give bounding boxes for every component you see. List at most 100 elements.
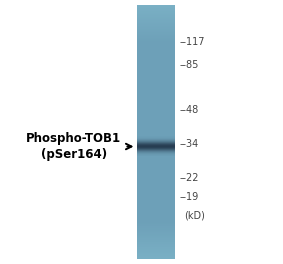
- Bar: [137, 81, 175, 82]
- Bar: [137, 106, 175, 107]
- Bar: [137, 208, 175, 209]
- Bar: [137, 58, 175, 59]
- Bar: [137, 233, 175, 234]
- Bar: [137, 41, 175, 43]
- Bar: [137, 204, 175, 205]
- Bar: [137, 79, 175, 81]
- Bar: [137, 173, 175, 174]
- Bar: [137, 64, 175, 65]
- Bar: [137, 151, 175, 152]
- Bar: [137, 59, 175, 60]
- Bar: [137, 150, 175, 151]
- Bar: [137, 251, 175, 252]
- Bar: [137, 248, 175, 249]
- Bar: [137, 204, 175, 205]
- Bar: [137, 172, 175, 173]
- Bar: [137, 196, 175, 197]
- Bar: [137, 139, 175, 140]
- Bar: [137, 25, 175, 26]
- Bar: [137, 51, 175, 52]
- Bar: [137, 137, 175, 138]
- Bar: [137, 254, 175, 255]
- Bar: [137, 73, 175, 74]
- Bar: [137, 169, 175, 170]
- Bar: [137, 72, 175, 73]
- Bar: [137, 18, 175, 19]
- Bar: [137, 114, 175, 115]
- Bar: [137, 68, 175, 69]
- Bar: [137, 157, 175, 158]
- Bar: [137, 71, 175, 72]
- Bar: [137, 141, 175, 142]
- Bar: [137, 154, 175, 155]
- Bar: [137, 78, 175, 80]
- Bar: [137, 202, 175, 203]
- Bar: [137, 184, 175, 185]
- Bar: [137, 247, 175, 248]
- Bar: [137, 111, 175, 112]
- Bar: [137, 123, 175, 124]
- Bar: [137, 96, 175, 97]
- Bar: [137, 200, 175, 201]
- Bar: [137, 152, 175, 153]
- Bar: [137, 106, 175, 107]
- Bar: [137, 257, 175, 258]
- Bar: [137, 150, 175, 152]
- Bar: [137, 237, 175, 238]
- Bar: [137, 70, 175, 71]
- Bar: [137, 26, 175, 27]
- Bar: [137, 182, 175, 183]
- Bar: [137, 143, 175, 144]
- Bar: [137, 6, 175, 7]
- Bar: [137, 95, 175, 97]
- Bar: [137, 49, 175, 50]
- Bar: [137, 232, 175, 233]
- Bar: [137, 237, 175, 238]
- Bar: [137, 187, 175, 188]
- Bar: [137, 112, 175, 114]
- Bar: [137, 90, 175, 91]
- Bar: [137, 20, 175, 21]
- Bar: [137, 108, 175, 109]
- Bar: [137, 149, 175, 150]
- Bar: [137, 243, 175, 244]
- Bar: [137, 168, 175, 169]
- Bar: [137, 68, 175, 69]
- Bar: [137, 239, 175, 240]
- Bar: [137, 136, 175, 137]
- Bar: [137, 215, 175, 216]
- Bar: [137, 116, 175, 117]
- Bar: [137, 152, 175, 153]
- Bar: [137, 209, 175, 210]
- Bar: [137, 190, 175, 191]
- Bar: [137, 161, 175, 162]
- Bar: [137, 110, 175, 111]
- Bar: [137, 82, 175, 83]
- Bar: [137, 181, 175, 182]
- Bar: [137, 17, 175, 18]
- Bar: [137, 92, 175, 93]
- Bar: [137, 44, 175, 45]
- Bar: [137, 203, 175, 204]
- Text: Phospho-TOB1
(pSer164): Phospho-TOB1 (pSer164): [26, 132, 121, 161]
- Bar: [137, 34, 175, 35]
- Bar: [137, 69, 175, 70]
- Bar: [137, 55, 175, 56]
- Bar: [137, 195, 175, 196]
- Bar: [137, 197, 175, 198]
- Bar: [137, 176, 175, 177]
- Bar: [137, 159, 175, 160]
- Bar: [137, 13, 175, 15]
- Bar: [137, 46, 175, 47]
- Bar: [137, 147, 175, 148]
- Bar: [137, 105, 175, 106]
- Bar: [137, 99, 175, 100]
- Bar: [137, 228, 175, 229]
- Bar: [137, 16, 175, 17]
- Bar: [137, 115, 175, 116]
- Bar: [137, 214, 175, 215]
- Bar: [137, 56, 175, 58]
- Bar: [137, 253, 175, 254]
- Bar: [137, 94, 175, 95]
- Text: --22: --22: [180, 173, 199, 183]
